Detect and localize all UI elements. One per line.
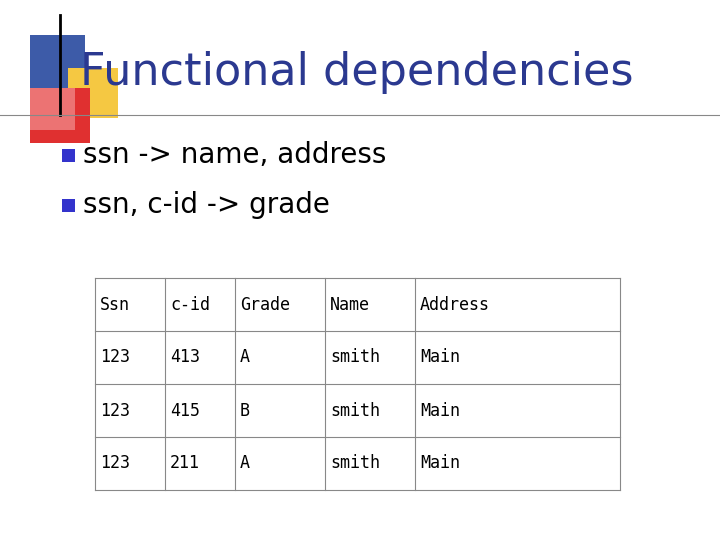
Text: Main: Main bbox=[420, 348, 460, 367]
Text: 123: 123 bbox=[100, 402, 130, 420]
Text: 413: 413 bbox=[170, 348, 200, 367]
Text: ssn, c-id -> grade: ssn, c-id -> grade bbox=[83, 191, 330, 219]
Text: Ssn: Ssn bbox=[100, 295, 130, 314]
Text: A: A bbox=[240, 348, 250, 367]
FancyBboxPatch shape bbox=[30, 88, 75, 130]
FancyBboxPatch shape bbox=[30, 88, 90, 143]
Text: smith: smith bbox=[330, 348, 380, 367]
Text: A: A bbox=[240, 455, 250, 472]
Text: ssn -> name, address: ssn -> name, address bbox=[83, 141, 387, 169]
Text: 211: 211 bbox=[170, 455, 200, 472]
Text: smith: smith bbox=[330, 455, 380, 472]
FancyBboxPatch shape bbox=[62, 199, 75, 212]
Text: B: B bbox=[240, 402, 250, 420]
Text: 123: 123 bbox=[100, 455, 130, 472]
Text: Name: Name bbox=[330, 295, 370, 314]
FancyBboxPatch shape bbox=[62, 149, 75, 162]
Text: Main: Main bbox=[420, 402, 460, 420]
Text: c-id: c-id bbox=[170, 295, 210, 314]
Text: Functional dependencies: Functional dependencies bbox=[80, 51, 634, 93]
FancyBboxPatch shape bbox=[30, 35, 85, 100]
Text: 123: 123 bbox=[100, 348, 130, 367]
Text: 415: 415 bbox=[170, 402, 200, 420]
Text: Address: Address bbox=[420, 295, 490, 314]
Text: Main: Main bbox=[420, 455, 460, 472]
Text: Grade: Grade bbox=[240, 295, 290, 314]
Text: smith: smith bbox=[330, 402, 380, 420]
FancyBboxPatch shape bbox=[68, 68, 118, 118]
